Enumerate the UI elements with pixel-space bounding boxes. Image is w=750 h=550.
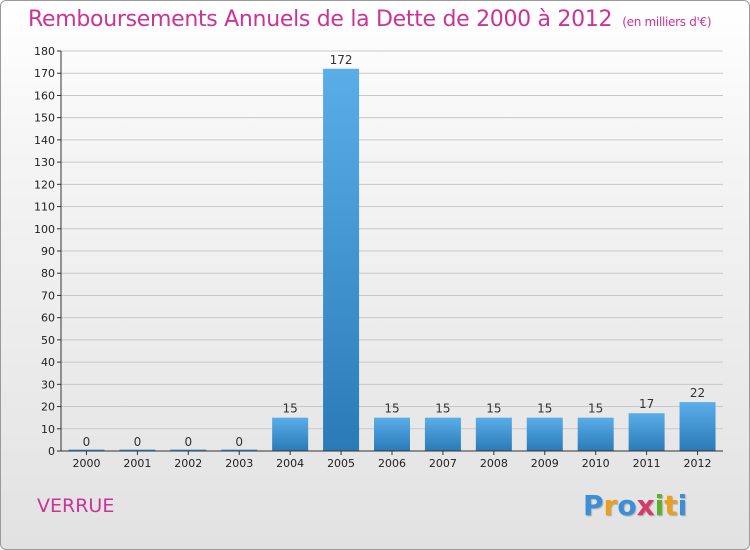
bar-2000 [68, 449, 105, 451]
data-label-2011: 17 [639, 397, 654, 411]
bar-2010 [577, 417, 614, 451]
bar-2003 [221, 449, 258, 451]
bar-2009 [526, 417, 563, 451]
x-tick-label-2006: 2006 [378, 457, 406, 470]
y-tick-label: 40 [41, 356, 55, 369]
data-label-2003: 0 [235, 435, 243, 449]
y-tick-label: 120 [34, 178, 55, 191]
bar-2001 [119, 449, 156, 451]
x-tick-label-2002: 2002 [174, 457, 202, 470]
y-tick-label: 0 [48, 445, 55, 458]
data-label-2001: 0 [134, 435, 142, 449]
logo-letter: t [664, 489, 678, 522]
chart-title: Remboursements Annuels de la Dette de 20… [28, 7, 712, 32]
y-tick-label: 20 [41, 401, 55, 414]
chart-title-text: Remboursements Annuels de la Dette de 20… [28, 7, 613, 32]
logo-letter: i [654, 489, 665, 522]
bar-2005 [323, 68, 360, 452]
y-tick-label: 140 [34, 134, 55, 147]
y-axis-ticks: 0 10 20 30 40 50 60 70 80 90 100 110 120 130 140 150 160… [34, 45, 61, 458]
y-tick-label: 70 [41, 289, 55, 302]
data-label-2008: 15 [486, 402, 501, 416]
data-label-2005: 172 [330, 53, 353, 67]
bar-2011 [628, 413, 665, 451]
x-tick-label-2004: 2004 [276, 457, 304, 470]
y-tick-label: 160 [34, 89, 55, 102]
x-tick-label-2008: 2008 [480, 457, 508, 470]
x-tick-label-2007: 2007 [429, 457, 457, 470]
commune-name: VERRUE [37, 495, 115, 517]
x-tick-label-2010: 2010 [582, 457, 610, 470]
data-label-2010: 15 [588, 402, 603, 416]
y-tick-label: 170 [34, 67, 55, 80]
y-tick-label: 10 [41, 423, 55, 436]
data-label-2007: 15 [435, 402, 450, 416]
logo-letter: i [677, 489, 688, 522]
bar-2004 [272, 417, 309, 451]
data-labels: 0 0 0 0 15 172 15 15 15 15 15 17 22 [83, 53, 706, 449]
y-tick-label: 110 [34, 201, 55, 214]
bar-2012 [679, 402, 716, 451]
y-tick-label: 100 [34, 223, 55, 236]
x-tick-label-2012: 2012 [684, 457, 712, 470]
x-tick-label-2000: 2000 [72, 457, 100, 470]
data-label-2006: 15 [384, 402, 399, 416]
y-tick-label: 50 [41, 334, 55, 347]
y-tick-label: 180 [34, 45, 55, 58]
x-axis-ticks: 2000 2001 2002 2003 2004 2005 2006 2007 2008 2009… [72, 451, 712, 470]
y-tick-label: 90 [41, 245, 55, 258]
logo-letter: o [617, 489, 637, 522]
grid-lines [61, 50, 723, 452]
logo-letter: r [603, 489, 618, 522]
y-tick-label: 30 [41, 378, 55, 391]
bar-2008 [475, 417, 512, 451]
x-tick-label-2003: 2003 [225, 457, 253, 470]
data-label-2002: 0 [184, 435, 192, 449]
data-label-2000: 0 [83, 435, 91, 449]
data-label-2004: 15 [283, 402, 298, 416]
bar-2007 [424, 417, 461, 451]
bar-2006 [374, 417, 410, 451]
logo-letter: x [636, 489, 655, 522]
y-tick-label: 150 [34, 112, 55, 125]
x-tick-label-2009: 2009 [531, 457, 559, 470]
proxiti-logo: Proxiti [583, 489, 687, 522]
data-label-2012: 22 [690, 386, 705, 400]
x-tick-label-2011: 2011 [633, 457, 661, 470]
chart-subtitle: (en milliers d'€) [622, 15, 712, 29]
y-tick-label: 60 [41, 312, 55, 325]
logo-letter: P [583, 489, 604, 522]
y-tick-label: 130 [34, 156, 55, 169]
x-tick-label-2005: 2005 [327, 457, 355, 470]
bars [68, 68, 716, 452]
bar-2002 [170, 449, 207, 451]
y-tick-label: 80 [41, 267, 55, 280]
data-label-2009: 15 [537, 402, 552, 416]
x-tick-label-2001: 2001 [123, 457, 151, 470]
